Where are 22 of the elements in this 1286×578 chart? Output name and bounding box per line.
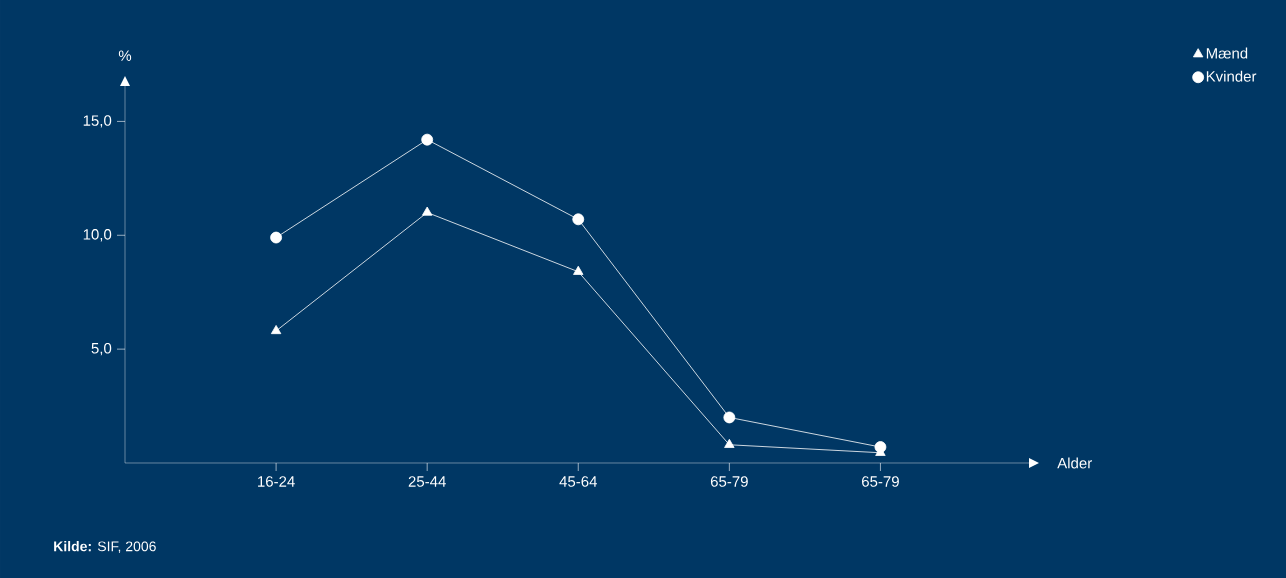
text: Kilde: SIF, 2006 — [54, 541, 156, 553]
point — [573, 265, 584, 275]
legend-label: Mænd — [1206, 47, 1248, 59]
y-tick-label: 15,0 — [83, 115, 112, 128]
x-tick-label: 45-64 — [559, 476, 597, 487]
point — [422, 206, 433, 216]
y-tick-label: 10,0 — [83, 229, 112, 242]
y-axis-title: % — [118, 50, 132, 61]
point — [270, 325, 282, 335]
y-tick-label: 5,0 — [91, 342, 112, 356]
point — [421, 133, 434, 146]
x-tick-label: 65-79 — [710, 476, 748, 487]
point — [572, 213, 585, 226]
x-tick-label: 65-79 — [862, 476, 899, 487]
point — [270, 231, 282, 244]
point — [724, 438, 735, 448]
legend-label: Kvinder — [1206, 70, 1257, 82]
point — [874, 441, 887, 453]
x-tick-label: 25-44 — [408, 476, 446, 487]
x-axis-title: Alder — [1057, 457, 1092, 469]
x-tick-label: 16-24 — [258, 476, 295, 487]
point — [723, 411, 736, 424]
